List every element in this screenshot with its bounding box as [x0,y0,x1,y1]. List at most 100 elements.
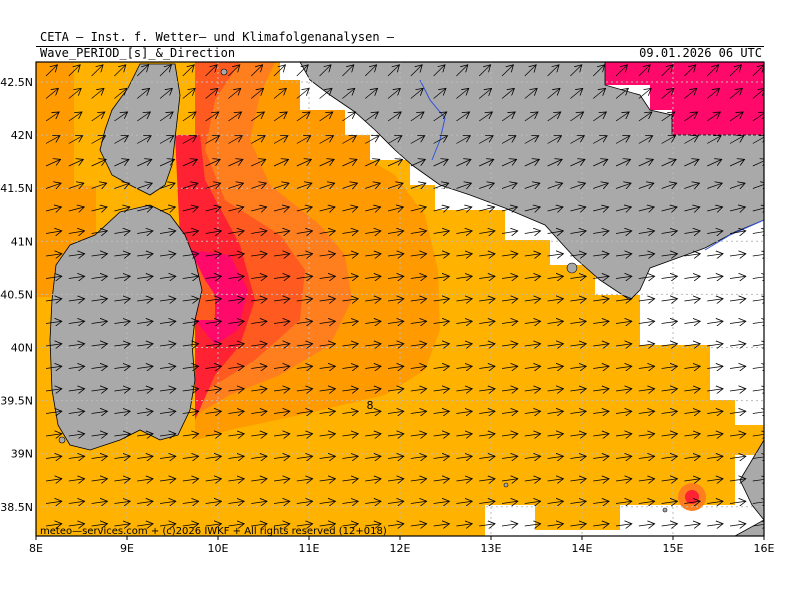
direction-arrow [707,389,723,391]
direction-arrow [296,389,313,391]
direction-arrow [45,207,61,211]
direction-arrow [410,136,425,144]
direction-arrow [159,254,176,256]
direction-arrow [319,159,335,167]
direction-arrow [593,183,608,188]
direction-arrow [638,112,652,122]
direction-arrow [707,136,721,144]
direction-arrow [182,389,199,391]
direction-arrow [479,321,495,323]
direction-arrow [570,112,583,122]
direction-arrow [479,501,495,503]
direction-arrow [387,501,404,503]
direction-arrow [729,136,744,144]
direction-arrow [570,456,586,458]
direction-arrow [752,411,764,413]
direction-arrow [593,159,608,167]
direction-arrow [114,276,130,278]
direction-arrow [205,501,222,503]
direction-arrow [251,524,267,526]
direction-arrow [205,389,222,391]
direction-arrow [342,366,358,368]
direction-arrow [228,254,244,256]
direction-arrow [159,136,174,144]
direction-arrow [319,321,336,323]
direction-arrow [410,321,427,323]
direction-arrow [45,321,62,323]
direction-arrow [228,159,243,167]
direction-arrow [456,434,472,436]
direction-arrow [159,299,176,301]
direction-arrow [319,501,336,503]
direction-arrow [342,344,358,346]
direction-arrow [114,411,130,413]
direction-arrow [68,501,85,503]
direction-arrow [387,231,404,234]
direction-arrow [524,366,541,368]
direction-arrow [182,183,198,188]
direction-arrow [433,299,450,301]
direction-arrow [433,112,447,122]
direction-arrow [752,276,764,278]
direction-arrow [615,456,632,458]
direction-arrow [729,344,746,346]
direction-arrow [707,411,723,413]
direction-arrow [91,344,108,346]
direction-arrow [137,524,153,526]
direction-arrow [433,254,450,256]
direction-arrow [159,524,176,526]
direction-arrow [137,411,153,413]
direction-arrow [137,276,153,278]
direction-arrow [547,389,564,391]
direction-arrow [478,88,491,99]
direction-arrow [387,366,404,368]
direction-arrow [205,231,222,234]
direction-arrow [205,88,218,99]
direction-arrow [228,207,243,211]
direction-arrow [137,183,152,188]
direction-arrow [456,344,472,346]
direction-arrow [410,389,427,391]
direction-arrow [159,321,176,323]
direction-arrow [114,434,130,436]
direction-arrow [137,159,152,167]
direction-arrow [661,524,678,526]
direction-arrow [501,411,518,413]
direction-arrow [91,456,108,458]
direction-arrow [114,524,130,526]
header-valid-time: 09.01.2026 06 UTC [639,46,762,60]
direction-arrow [479,231,495,234]
direction-arrow [684,112,697,122]
direction-arrow [365,366,381,368]
direction-arrow [342,434,358,436]
direction-arrow [524,299,541,301]
direction-arrow [570,479,586,481]
direction-arrow [273,501,290,503]
direction-arrow [501,434,518,436]
direction-arrow [729,254,746,256]
direction-arrow [501,501,518,503]
direction-arrow [433,207,449,211]
direction-arrow [661,411,678,413]
direction-arrow [684,501,700,503]
direction-arrow [524,276,541,278]
direction-arrow [547,321,564,323]
direction-arrow [615,276,632,278]
direction-arrow [479,434,495,436]
direction-arrow [365,389,381,391]
direction-arrow [205,456,222,458]
direction-arrow [661,501,678,503]
direction-arrow [638,456,655,458]
direction-arrow [45,136,60,144]
direction-arrow [729,479,746,481]
direction-arrow [45,389,62,391]
direction-arrow [524,88,537,99]
direction-arrow [364,88,377,99]
direction-arrow [114,299,130,301]
direction-arrow [547,254,564,256]
direction-arrow [433,434,450,436]
direction-arrow [638,299,655,301]
direction-arrow [729,456,746,458]
direction-arrow [365,112,378,122]
direction-arrow [205,254,222,256]
